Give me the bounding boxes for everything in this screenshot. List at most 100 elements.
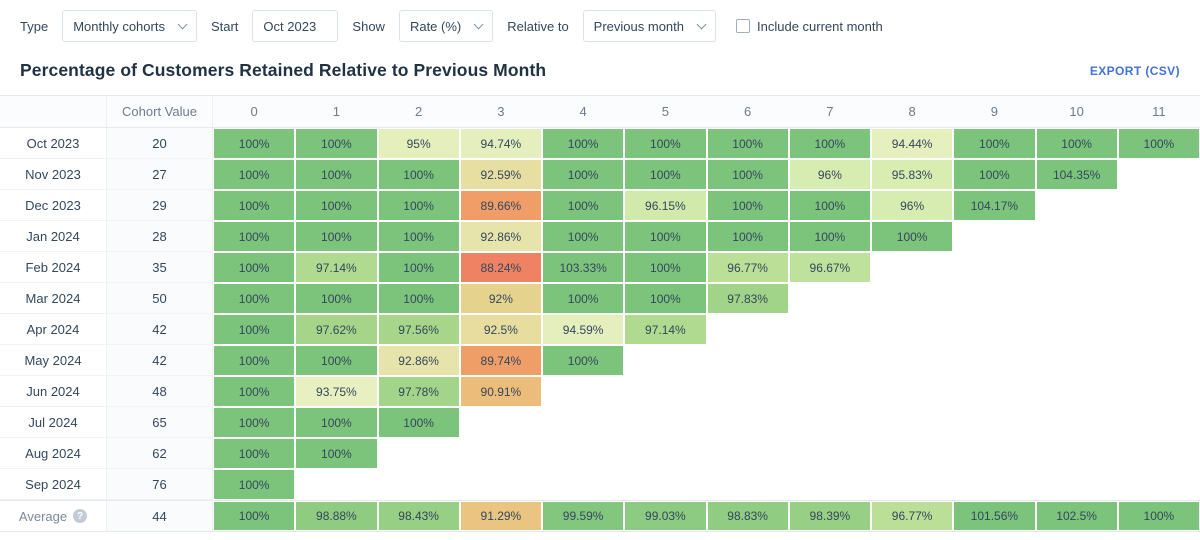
heatmap-cell: 104.35%: [1036, 160, 1117, 189]
empty-cell: [542, 376, 625, 407]
empty-cell: [459, 407, 542, 438]
heatmap-cell: 100%: [378, 160, 459, 189]
heatmap-cell: 100%: [214, 346, 295, 375]
relative-to-select[interactable]: Previous month: [582, 10, 716, 42]
table-row: Jul 2024 65 100% 100% 100%: [0, 407, 1200, 438]
empty-cell: [788, 407, 871, 438]
empty-cell: [706, 314, 789, 345]
period-header: 4: [579, 104, 587, 119]
cohort-value: 20: [107, 128, 213, 159]
cohort-value: 50: [107, 283, 213, 314]
table-row: Jun 2024 48 100% 93.75% 97.78% 90.91%: [0, 376, 1200, 407]
cohort-value: 28: [107, 221, 213, 252]
empty-cell: [1117, 314, 1200, 345]
empty-cell: [542, 407, 625, 438]
heatmap-cell: 100%: [296, 191, 377, 220]
heatmap-cell: 100%: [1118, 129, 1199, 158]
heatmap-cell: 100%: [625, 129, 706, 158]
heatmap-cell: 100%: [707, 222, 788, 251]
cohort-month-label: Apr 2024: [0, 314, 107, 345]
export-csv-link[interactable]: EXPORT (CSV): [1089, 63, 1180, 78]
empty-cell: [459, 469, 542, 500]
table-header-row: Cohort Value 0 1 2 3 4 5 6 7 8 9 10 11: [0, 95, 1200, 128]
heatmap-cell: 98.39%: [789, 502, 870, 530]
heatmap-cell: 100%: [625, 253, 706, 282]
empty-cell: [953, 314, 1036, 345]
table-row: Mar 2024 50 100% 100% 100% 92% 100% 100% 97.83%: [0, 283, 1200, 314]
heatmap-cell: 98.88%: [296, 502, 377, 530]
checkbox-icon[interactable]: [736, 19, 750, 33]
empty-cell: [1035, 376, 1118, 407]
heatmap-cell: 100%: [296, 346, 377, 375]
period-header: 1: [332, 104, 340, 119]
help-icon[interactable]: ?: [73, 509, 88, 523]
average-row: Average? 44 100% 98.88% 98.43% 91.29% 99.59% 99…: [0, 500, 1200, 531]
heatmap-cell: 100%: [1118, 502, 1199, 530]
cohort-value: 35: [107, 252, 213, 283]
empty-cell: [1035, 345, 1118, 376]
cohort-value: 76: [107, 469, 213, 500]
cohort-month-label: Jun 2024: [0, 376, 107, 407]
page-title: Percentage of Customers Retained Relativ…: [20, 60, 547, 80]
heatmap-cell: 100%: [296, 129, 377, 158]
empty-cell: [788, 345, 871, 376]
heatmap-cell: 88.24%: [460, 253, 541, 282]
average-label: Average?: [0, 501, 107, 531]
cohort-value: 48: [107, 376, 213, 407]
heatmap-cell: 92.59%: [460, 160, 541, 189]
empty-cell: [871, 314, 954, 345]
cohort-value: 27: [107, 159, 213, 190]
type-select[interactable]: Monthly cohorts: [62, 10, 197, 42]
heatmap-cell: 100%: [378, 253, 459, 282]
average-label-text: Average: [18, 508, 68, 524]
heatmap-cell: 100%: [872, 222, 953, 251]
heatmap-cell: 97.56%: [378, 315, 459, 344]
empty-cell: [953, 376, 1036, 407]
heatmap-cell: 94.74%: [460, 129, 541, 158]
empty-cell: [1035, 469, 1118, 500]
heatmap-cell: 100%: [296, 284, 377, 313]
include-current-month-label: Include current month: [757, 18, 883, 34]
heatmap-cell: 100%: [625, 284, 706, 313]
heatmap-cell: 100%: [214, 284, 295, 313]
start-label: Start: [210, 18, 239, 34]
heatmap-cell: 100%: [954, 160, 1035, 189]
heatmap-cell: 89.66%: [460, 191, 541, 220]
start-input[interactable]: Oct 2023: [252, 10, 339, 42]
heatmap-cell: 97.78%: [378, 377, 459, 406]
empty-cell: [706, 376, 789, 407]
heatmap-cell: 100%: [543, 191, 624, 220]
heatmap-cell: 100%: [214, 470, 295, 499]
cohort-month-label: Feb 2024: [0, 252, 107, 283]
period-header: 10: [1069, 104, 1084, 119]
include-current-month-checkbox[interactable]: Include current month: [736, 19, 883, 34]
empty-cell: [1117, 438, 1200, 469]
heatmap-cell: 100%: [954, 129, 1035, 158]
empty-cell: [624, 438, 707, 469]
heatmap-cell: 100%: [378, 191, 459, 220]
empty-cell: [706, 345, 789, 376]
empty-cell: [953, 469, 1036, 500]
heatmap-cell: 92%: [460, 284, 541, 313]
heatmap-cell: 93.75%: [296, 377, 377, 406]
heatmap-cell: 100%: [214, 408, 295, 437]
empty-cell: [871, 252, 954, 283]
empty-cell: [1035, 438, 1118, 469]
cohort-month-label: Jan 2024: [0, 221, 107, 252]
heatmap-cell: 100%: [214, 502, 295, 530]
empty-cell: [871, 469, 954, 500]
empty-cell: [1035, 283, 1118, 314]
period-header: 11: [1152, 104, 1166, 119]
empty-cell: [1035, 407, 1118, 438]
empty-cell: [377, 469, 460, 500]
table-row: Sep 2024 76 100%: [0, 469, 1200, 500]
heatmap-cell: 98.83%: [707, 502, 788, 530]
show-select[interactable]: Rate (%): [398, 10, 494, 42]
empty-cell: [1035, 190, 1118, 221]
heatmap-cell: 100%: [543, 160, 624, 189]
heatmap-cell: 96.15%: [625, 191, 706, 220]
relative-to-select-value: Previous month: [593, 18, 684, 34]
heatmap-cell: 100%: [214, 315, 295, 344]
cohort-month-label: Oct 2023: [0, 128, 107, 159]
start-input-value: Oct 2023: [263, 18, 317, 34]
